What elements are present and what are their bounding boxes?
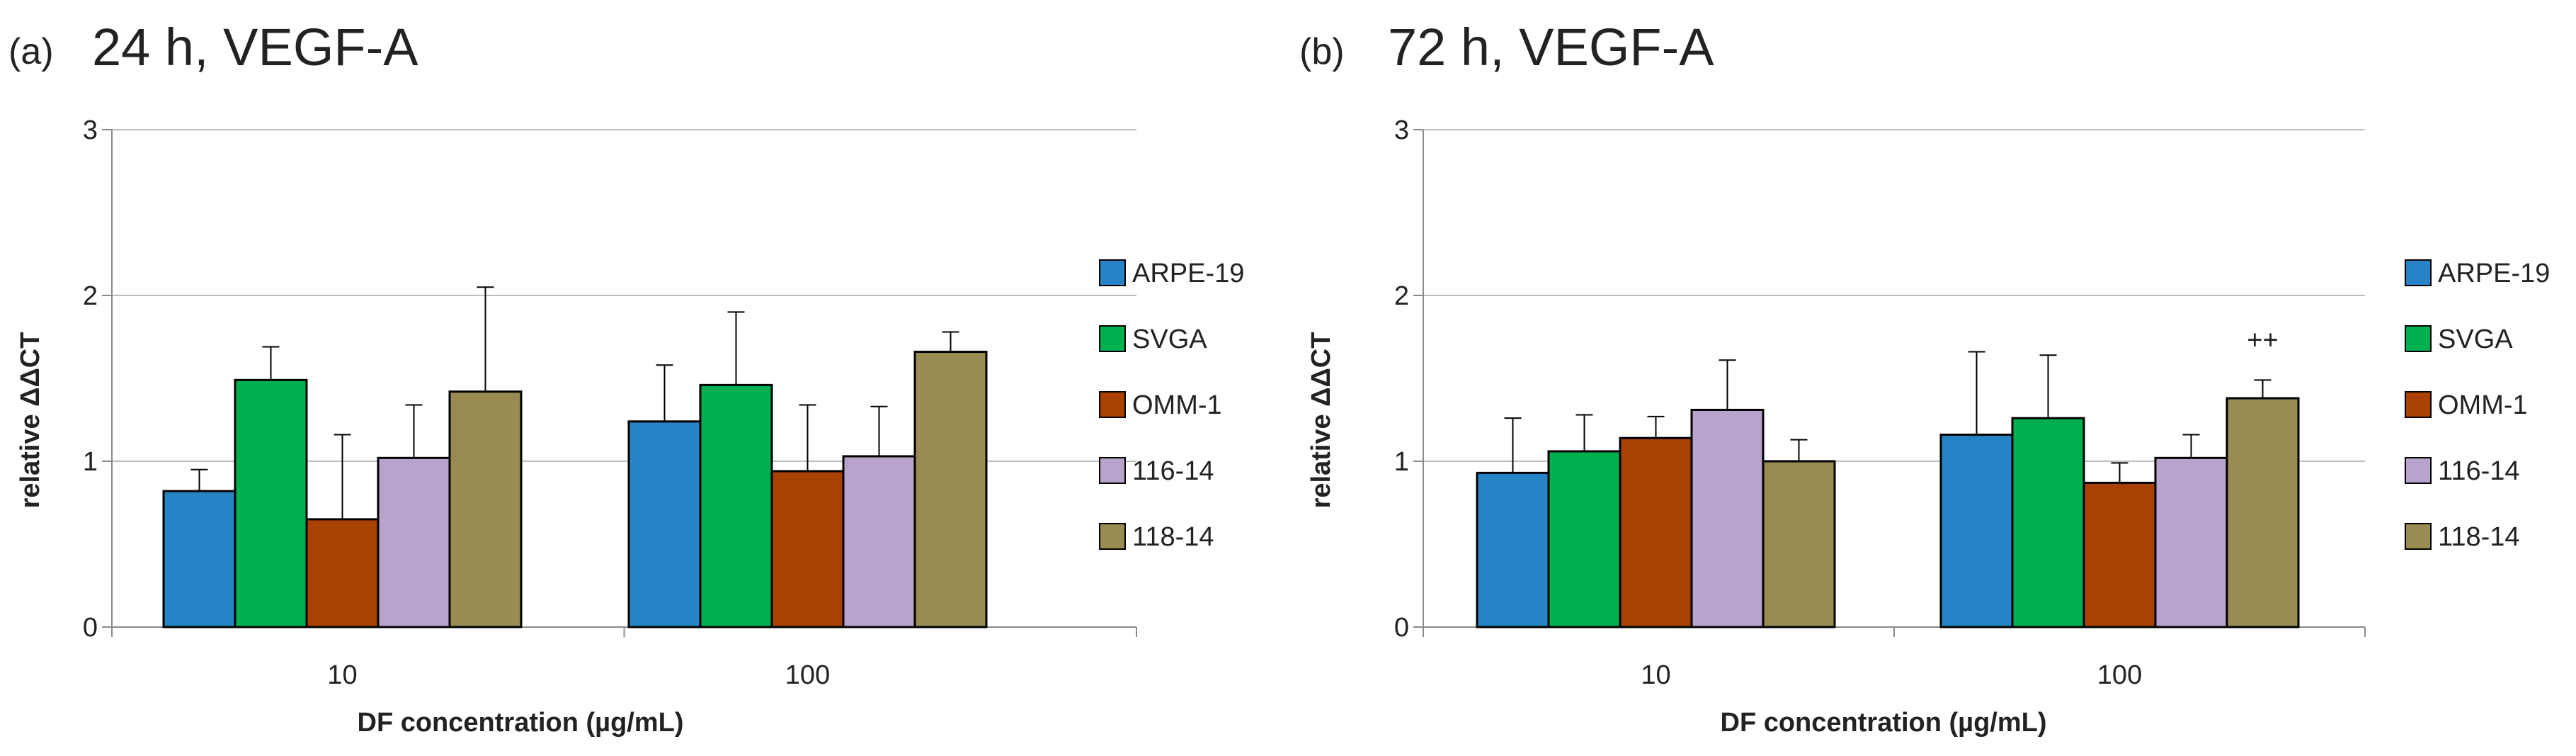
panel-a-legend: ARPE-19 SVGA OMM-1 116-14 118-14 [1099, 259, 1244, 552]
panel-b-bar [2082, 481, 2157, 628]
panel-a-bar [305, 518, 380, 628]
panel-a-legend-label: SVGA [1132, 325, 1207, 354]
panel-a-bar [234, 378, 308, 628]
panel-b-title: 72 h, VEGF-A [1388, 18, 1714, 77]
panel-b-ytick-label: 3 [1394, 115, 1409, 145]
panel-a-legend-label: OMM-1 [1132, 390, 1222, 420]
panel-b-legend-swatch [2405, 259, 2432, 286]
panel-b-legend-label: 118-14 [2438, 522, 2520, 552]
panel-b-bar [2011, 417, 2085, 628]
panel-b-legend-label: OMM-1 [2438, 390, 2528, 420]
panel-b: (b) 72 h, VEGF-A relative ΔΔCT DF concen… [1299, 18, 2550, 738]
panel-b-ytick-label: 1 [1394, 447, 1409, 477]
panel-a-legend-swatch [1099, 259, 1126, 286]
panel-a-bar [162, 490, 236, 628]
panel-b-xlabel: DF concentration (µg/mL) [1721, 708, 2047, 738]
panel-a-ylabel: relative ΔΔCT [16, 332, 45, 509]
panel-b-legend: ARPE-19 SVGA OMM-1 116-14 118-14 [2405, 259, 2550, 552]
panel-b-annotation: ++ [2247, 325, 2278, 355]
panel-a: (a) 24 h, VEGF-A relative ΔΔCT DF concen… [8, 18, 1244, 738]
panel-a-plot-area: 0 1 2 3 10 100 [83, 115, 1137, 690]
panel-a-legend-swatch [1099, 457, 1126, 484]
panel-b-legend-swatch [2405, 325, 2432, 352]
panel-a-legend-label: ARPE-19 [1132, 259, 1244, 288]
panel-b-bar [1476, 471, 1550, 628]
panel-a-legend-swatch [1099, 391, 1126, 418]
panel-a-legend-swatch [1099, 325, 1126, 352]
panel-b-bar [1547, 450, 1622, 628]
panel-b-legend-swatch [2405, 391, 2432, 418]
panel-b-bar [1619, 436, 1693, 628]
panel-b-legend-swatch [2405, 523, 2432, 550]
panel-a-legend-swatch [1099, 523, 1126, 550]
panel-a-bar [699, 383, 773, 628]
panel-b-bar [1939, 434, 2014, 628]
panel-a-title: 24 h, VEGF-A [92, 18, 418, 77]
panel-b-ytick-label: 2 [1394, 281, 1409, 311]
panel-b-legend-label: 116-14 [2438, 456, 2520, 486]
panel-b-category-label: 10 [1641, 660, 1670, 690]
panel-b-bar [1690, 408, 1765, 628]
panel-a-bar [913, 351, 988, 628]
panel-b-ylabel: relative ΔΔCT [1306, 332, 1336, 509]
panel-b-ytick-label: 0 [1394, 613, 1409, 643]
panel-b-bar [2154, 456, 2228, 628]
panel-a-ytick-label: 2 [83, 281, 98, 311]
panel-a-bar [448, 390, 523, 628]
panel-b-legend-swatch [2405, 457, 2432, 484]
panel-a-bar [842, 455, 916, 628]
panel-b-bar [1762, 460, 1836, 628]
panel-a-category-label: 10 [327, 660, 357, 690]
panel-a-legend-label: 116-14 [1132, 456, 1214, 486]
panel-a-category-label: 100 [785, 660, 830, 690]
panel-a-bar [377, 456, 451, 628]
panel-a-bar [770, 470, 845, 628]
panel-b-category-label: 100 [2097, 660, 2142, 690]
panel-b-legend-label: ARPE-19 [2438, 259, 2550, 288]
panel-b-bar [2225, 397, 2300, 628]
panel-b-plot-area: 0 1 2 3 10 100 ++ [1394, 115, 2366, 690]
panel-a-ytick-label: 0 [83, 613, 98, 643]
panel-a-bar [627, 420, 702, 628]
panel-a-legend-label: 118-14 [1132, 522, 1214, 552]
panel-b-legend-label: SVGA [2438, 325, 2513, 354]
panel-a-xlabel: DF concentration (µg/mL) [358, 708, 684, 738]
panel-a-ytick-label: 1 [83, 447, 98, 477]
panel-a-label: (a) [8, 31, 54, 72]
panel-a-ytick-label: 3 [83, 115, 98, 145]
panel-b-label: (b) [1299, 31, 1345, 72]
